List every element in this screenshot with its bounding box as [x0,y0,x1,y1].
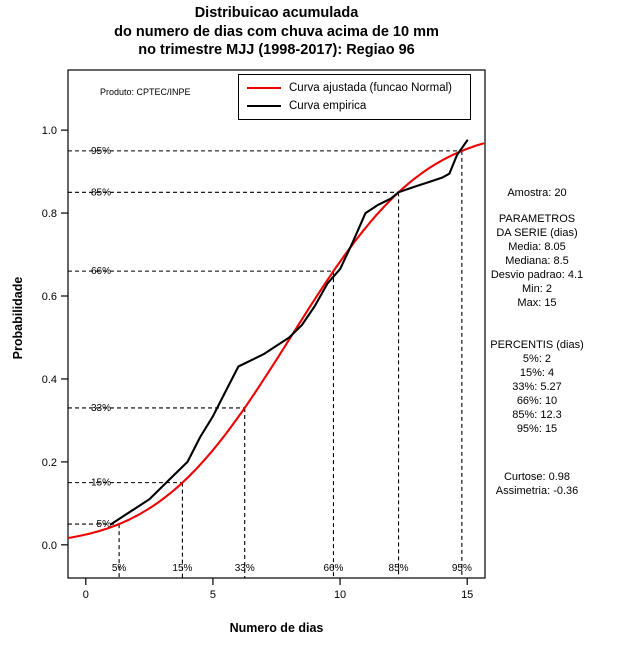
y-axis-label: Probabilidade [11,276,25,360]
chart-title-line-2: do numero de dias com chuva acima de 10 … [114,23,439,40]
percentil-95: 95%: 15 [516,423,558,435]
params-header: PARAMETROS [498,213,576,225]
guide-label-left-95%: 95% [91,146,111,157]
guide-label-left-85%: 85% [91,187,111,198]
x-tick-label: 0 [83,589,89,601]
guide-label-left-33%: 33% [91,403,111,414]
params-header-2: DA SERIE (dias) [496,227,578,239]
percentil-85: 85%: 12.3 [512,409,562,421]
product-source-label: Produto: CPTEC/INPE [100,87,191,97]
guide-label-left-5%: 5% [97,519,112,530]
legend-item-empirical: Curva empirica [239,100,470,112]
assimetria-line: Assimetria: -0.36 [495,485,579,497]
y-tick-label: 0.4 [42,374,57,386]
fitted-curve-line-sample [247,87,281,89]
x-tick-label: 10 [334,589,346,601]
guide-label-left-15%: 15% [91,478,111,489]
empirical-curve-line-sample [247,105,281,107]
percentil-15: 15%: 4 [519,367,555,379]
guide-label-left-66%: 66% [91,266,111,277]
legend-item-fitted: Curva ajustada (funcao Normal) [239,82,470,94]
fitted-normal-curve [67,142,485,539]
chart-title-line-3: no trimestre MJJ (1998-2017): Regiao 96 [138,42,415,58]
legend-box: Curva ajustada (funcao Normal) Curva emp… [238,74,471,120]
y-tick-label: 0.8 [42,208,57,220]
stat-line-min: Min: 2 [522,283,552,295]
legend-label-fitted: Curva ajustada (funcao Normal) [289,82,452,94]
x-axis-label: Numero de dias [229,621,324,635]
stat-line-mediana: Mediana: 8.5 [505,255,569,267]
guide-label-bottom-33%: 33% [235,563,255,574]
curtose-line: Curtose: 0.98 [503,471,571,483]
y-tick-label: 0.0 [42,540,57,552]
y-tick-label: 1.0 [42,125,57,137]
sample-size-line: Amostra: 20 [507,187,567,199]
empirical-curve [110,139,469,526]
percentil-5: 5%: 2 [522,353,552,365]
guide-label-bottom-15%: 15% [172,563,192,574]
percentil-33: 33%: 5.27 [512,381,562,393]
percentis-header: PERCENTIS (dias) [490,339,584,351]
guide-label-bottom-95%: 95% [452,563,472,574]
legend-label-empirical: Curva empirica [289,100,367,112]
guide-label-bottom-85%: 85% [389,563,409,574]
guide-label-bottom-66%: 66% [323,563,343,574]
chart-title: Distribuicao acumulada do numero de dias… [0,4,553,60]
y-tick-label: 0.2 [42,457,57,469]
guide-label-bottom-5%: 5% [112,563,127,574]
stat-line-max: Max: 15 [517,297,557,309]
chart-title-line-1: Distribuicao acumulada [194,5,359,21]
x-tick-label: 15 [461,589,473,601]
statistics-panel: Amostra: 20 PARAMETROS DA SERIE (dias) M… [448,186,626,498]
stat-line-desvio: Desvio padrao: 4.1 [490,269,584,281]
plot-frame [67,69,486,579]
stat-line-media: Media: 8.05 [508,241,566,253]
x-tick-label: 5 [210,589,216,601]
y-tick-label: 0.6 [42,291,57,303]
percentil-66: 66%: 10 [516,395,558,407]
